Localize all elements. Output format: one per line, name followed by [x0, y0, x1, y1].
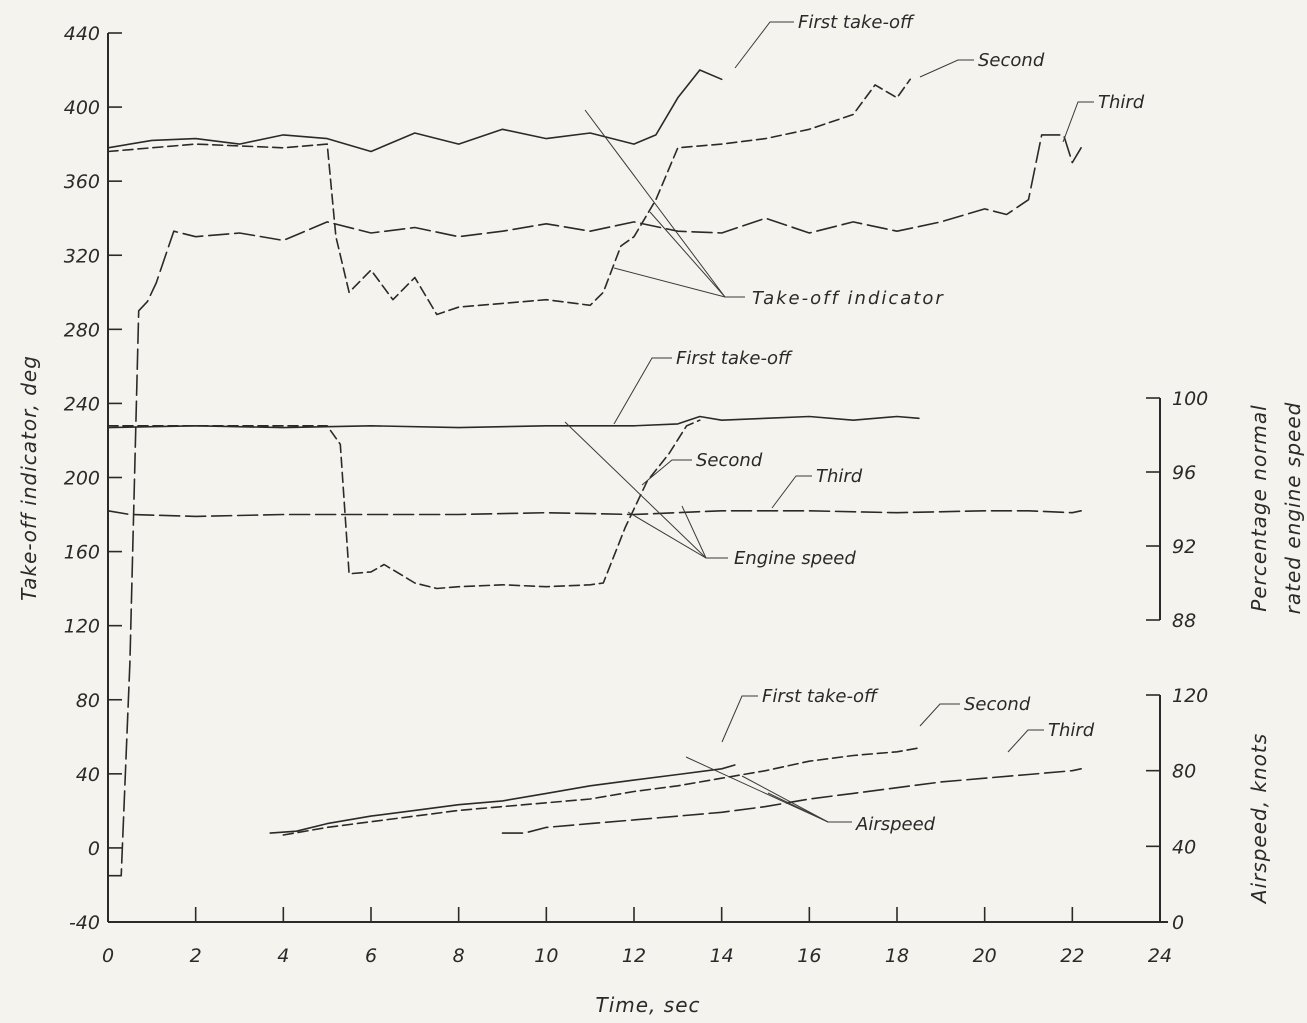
engine-speed-axis-title-line1: Percentage normal	[1247, 404, 1271, 611]
annotation-indicator-second: Second	[978, 50, 1045, 71]
leader-indicator-group-3	[613, 267, 745, 298]
leader-engine-group-2	[627, 511, 728, 559]
engine-speed-axis-title-line2: rated engine speed	[1281, 402, 1305, 615]
indicator-tick-label: 160	[64, 542, 100, 564]
indicator-axis-title: Take-off indicator, deg	[17, 355, 41, 601]
annotation-indicator-third: Third	[1098, 92, 1145, 113]
indicator-tick-label: 280	[64, 319, 100, 341]
airspeed-tick-label: 120	[1172, 685, 1208, 707]
leader-indicator-first	[734, 21, 794, 69]
engine-speed-tick-label: 88	[1172, 610, 1196, 632]
indicator-tick-label: 240	[64, 393, 100, 415]
x-tick-label: 20	[973, 945, 997, 967]
indicator-tick-label: 80	[76, 690, 100, 712]
airspeed-tick-label: 40	[1172, 836, 1196, 858]
x-tick-label: 24	[1148, 945, 1172, 967]
x-tick-label: 6	[365, 945, 377, 967]
indicator-tick-label: 120	[64, 616, 100, 638]
series-airspeed-first-take-off	[269, 764, 736, 834]
series-indicator-first-take-off	[107, 69, 723, 153]
annotation-engine-first: First take-off	[676, 348, 793, 369]
leader-engine-group-1	[564, 421, 728, 559]
leader-airspeed-group-1	[685, 756, 852, 823]
annotation-airspeed-second: Second	[964, 694, 1031, 715]
airspeed-tick-label: 80	[1172, 761, 1196, 783]
annotation-airspeed-group: Airspeed	[855, 814, 936, 835]
series-engine-speed-third	[107, 509, 1082, 518]
indicator-tick-label: 200	[64, 468, 100, 490]
x-tick-label: 18	[885, 945, 909, 967]
indicator-tick-label: 320	[64, 245, 100, 267]
x-tick-label: 4	[277, 945, 289, 967]
x-tick-label: 8	[453, 945, 465, 967]
tick-marks	[107, 32, 1161, 923]
leader-airspeed-group-3	[767, 792, 852, 823]
series-indicator-third	[107, 134, 1082, 877]
indicator-tick-label: 400	[64, 97, 100, 119]
annotation-airspeed-first: First take-off	[762, 686, 879, 707]
annotation-engine-third: Third	[816, 466, 863, 487]
indicator-tick-label: 0	[88, 838, 100, 860]
indicator-tick-label: -40	[69, 912, 100, 934]
airspeed-axis-title: Airspeed, knots	[1247, 733, 1271, 905]
series-indicator-second	[107, 78, 912, 316]
leader-engine-group-3	[681, 505, 728, 559]
annotation-indicator-first: First take-off	[798, 12, 915, 33]
leader-engine-first	[613, 357, 672, 425]
engine-speed-tick-label: 96	[1172, 462, 1196, 484]
indicator-tick-label: 360	[64, 171, 100, 193]
engine-speed-tick-label: 92	[1172, 536, 1196, 558]
x-tick-label: 2	[190, 945, 202, 967]
annotation-leaders	[564, 21, 1094, 823]
annotation-airspeed-third: Third	[1048, 720, 1095, 741]
series-engine-speed-second	[107, 419, 701, 590]
x-tick-label: 16	[797, 945, 821, 967]
x-tick-label: 12	[622, 945, 646, 967]
x-tick-label: 0	[102, 945, 114, 967]
leader-indicator-third	[1062, 101, 1094, 143]
leader-airspeed-group-2	[741, 775, 852, 823]
x-tick-label: 22	[1060, 945, 1084, 967]
leader-engine-third	[771, 475, 812, 509]
annotation-engine-group: Engine speed	[734, 548, 856, 569]
leader-airspeed-second	[919, 703, 960, 727]
data-series	[107, 69, 1082, 877]
indicator-tick-label: 40	[76, 764, 100, 786]
x-tick-label: 14	[710, 945, 734, 967]
engine-speed-tick-label: 100	[1172, 388, 1208, 410]
series-airspeed-second	[282, 747, 920, 836]
annotation-engine-second: Second	[696, 450, 763, 471]
axes	[107, 33, 1168, 923]
leader-engine-second	[641, 459, 692, 486]
x-axis-title: Time, sec	[596, 993, 701, 1017]
indicator-tick-label: 440	[64, 23, 100, 45]
leader-airspeed-first	[721, 695, 758, 743]
leader-indicator-second	[919, 59, 974, 78]
airspeed-tick-label: 0	[1172, 912, 1184, 934]
leader-airspeed-third	[1007, 729, 1044, 753]
leader-indicator-group-2	[649, 211, 745, 298]
x-tick-label: 10	[534, 945, 558, 967]
series-airspeed-third	[501, 767, 1082, 834]
series-engine-speed-first-take-off	[107, 415, 920, 429]
annotation-indicator-group: Take-off indicator	[752, 288, 945, 309]
